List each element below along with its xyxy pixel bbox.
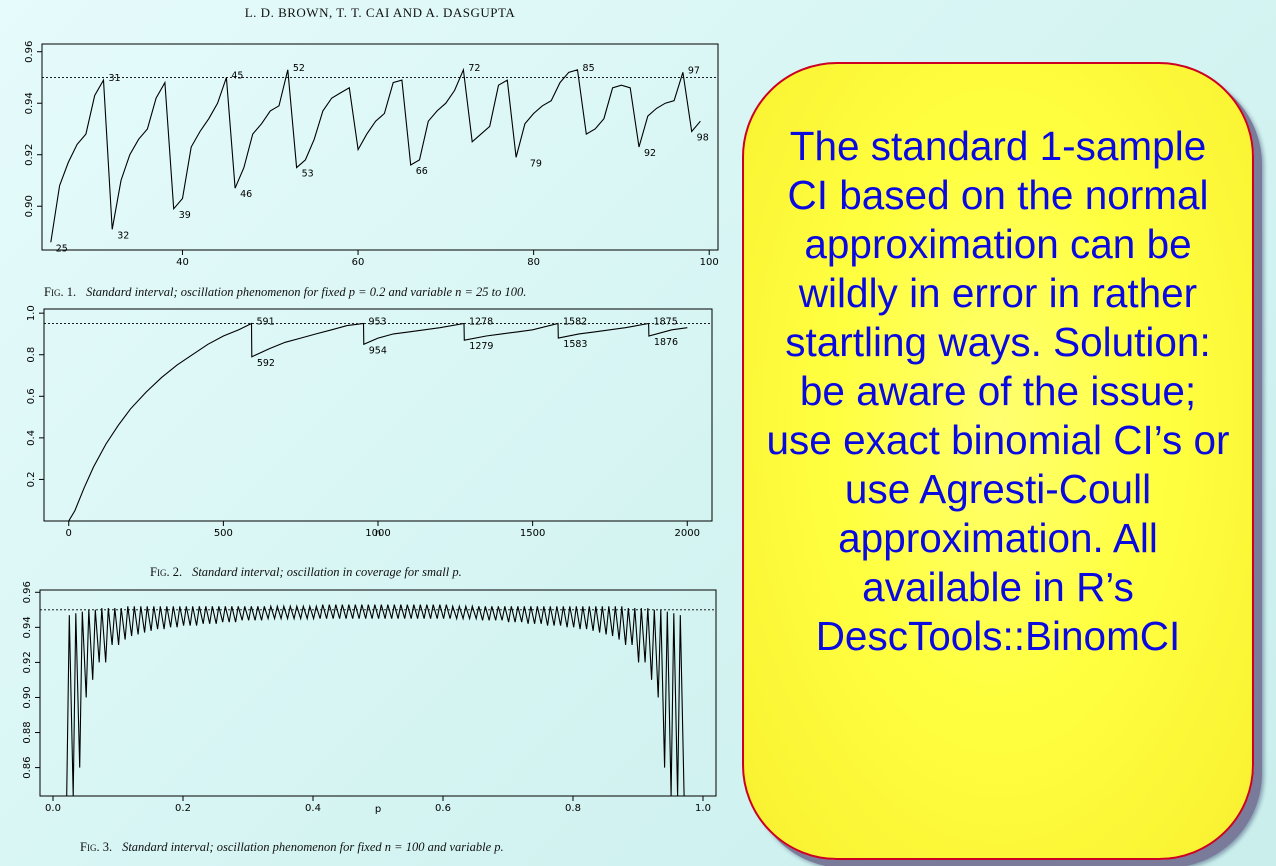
fig1-point-label: 85	[583, 63, 595, 74]
fig3-xtick-label: 0.2	[175, 803, 191, 814]
fig2-point-label: 1583	[563, 339, 587, 350]
fig1-xtick-label: 40	[176, 257, 189, 268]
fig1-point-label: 46	[240, 189, 252, 200]
figure-2: 0 500 1000 1500 2000 0.2 0.4 0.6 0.8 1.0 n 591 592 95…	[0, 0, 740, 560]
fig1-coverage-line	[50, 67, 701, 243]
fig3-ytick-label: 0.90	[22, 686, 33, 708]
fig2-xtick-label: 2000	[675, 528, 700, 539]
fig2-xlabel: n	[375, 528, 381, 539]
fig1-point-label: 79	[530, 158, 542, 169]
fig3-xlabel: p	[375, 804, 381, 815]
fig2-point-label: 953	[368, 317, 386, 328]
fig3-coverage-line	[60, 604, 692, 796]
fig3-ytick-label: 0.94	[22, 616, 33, 638]
figure-2-caption-label: Fig. 2.	[150, 565, 183, 579]
fig2-point-label: 954	[369, 345, 387, 356]
fig2-point-label: 1876	[654, 337, 678, 348]
fig2-point-label: 1278	[469, 317, 493, 328]
figure-3: 0.0 0.2 0.4 0.6 0.8 1.0 0.86 0.88 0.90 0.92 0.94 0.…	[22, 581, 717, 815]
fig1-point-label: 45	[231, 70, 243, 81]
figure-3-caption-label: Fig. 3.	[80, 840, 113, 854]
fig2-xtick-label: 1000	[365, 528, 390, 539]
fig3-plot-frame	[39, 589, 717, 797]
fig2-point-label: 1875	[654, 317, 678, 328]
fig3-xtick-label: 0.6	[435, 803, 451, 814]
fig2-xtick-label: 0	[66, 528, 72, 539]
fig2-coverage-line	[68, 322, 688, 521]
fig3-xtick-label: 0.0	[45, 803, 61, 814]
fig1-point-label: 39	[179, 210, 191, 221]
fig3-xtick-label: 0.8	[565, 803, 581, 814]
fig2-point-label: 1582	[563, 317, 587, 328]
fig1-xtick-label: 100	[700, 257, 719, 268]
fig2-point-label: 1279	[469, 341, 493, 352]
fig2-xtick-label: 1500	[520, 528, 545, 539]
fig2-xtick-label: 500	[214, 528, 233, 539]
fig1-ytick-label: 0.96	[24, 41, 35, 63]
fig1-ytick-label: 0.94	[24, 92, 35, 114]
fig1-plot-frame	[41, 43, 719, 251]
fig1-point-label: 66	[416, 166, 428, 177]
fig1-point-label: 32	[117, 230, 129, 241]
fig1-xtick-label: 80	[527, 257, 540, 268]
fig3-xtick-label: 0.4	[305, 803, 321, 814]
figure-3-caption-text: Standard interval; oscillation phenomeno…	[122, 840, 504, 854]
fig1-point-label: 53	[302, 169, 314, 180]
fig1-point-label: 31	[108, 73, 120, 84]
fig3-ytick-label: 0.92	[22, 651, 33, 673]
fig2-point-label: 592	[257, 358, 275, 369]
fig1-ytick-label: 0.90	[24, 195, 35, 217]
fig3-ytick-label: 0.96	[22, 581, 33, 603]
fig1-point-label: 25	[56, 243, 68, 254]
figure-3-chart: 0.0 0.2 0.4 0.6 0.8 1.0 0.86 0.88 0.90 0.92 0.94 0.…	[22, 581, 717, 815]
figure-1-caption-text: Standard interval; oscillation phenomeno…	[86, 285, 527, 299]
callout-box: The standard 1-sample CI based on the no…	[742, 62, 1254, 860]
fig1-point-label: 97	[688, 65, 700, 76]
fig1-xtick-label: 60	[352, 257, 365, 268]
fig2-ytick-label: 1.0	[26, 305, 37, 321]
fig3-ytick-label: 0.86	[22, 756, 33, 778]
figure-1-caption-label: Fig. 1.	[44, 285, 77, 299]
callout-text: The standard 1-sample CI based on the no…	[766, 123, 1230, 659]
figure-2-chart: 0 500 1000 1500 2000 0.2 0.4 0.6 0.8 1.0 n 591 592 95…	[26, 305, 713, 539]
fig3-xtick-label: 1.0	[695, 803, 711, 814]
page-header: L. D. BROWN, T. T. CAI AND A. DASGUPTA	[244, 5, 516, 20]
fig2-ytick-label: 0.4	[26, 430, 37, 446]
fig1-point-label: 52	[293, 63, 305, 74]
figure-2-caption-text: Standard interval; oscillation in covera…	[192, 565, 462, 579]
fig1-point-label: 92	[644, 148, 656, 159]
fig2-ytick-label: 0.2	[26, 471, 37, 487]
fig2-ytick-label: 0.6	[26, 388, 37, 404]
figure-2-caption: Fig. 2. Standard interval; oscillation in…	[150, 565, 462, 580]
figure-1-caption: Fig. 1. Standard interval; oscillation ph…	[44, 285, 526, 300]
figure-3-caption: Fig. 3. Standard interval; oscillation ph…	[80, 840, 504, 855]
fig2-ytick-label: 0.8	[26, 347, 37, 363]
figure-1: 40 60 80 100 0.90 0.92 0.94 0.96 25 31 32 39 45 46 52 5…	[0, 0, 740, 300]
fig1-point-label: 98	[697, 133, 709, 144]
figure-1-chart: 40 60 80 100 0.90 0.92 0.94 0.96 25 31 32 39 45 46 52 5…	[24, 41, 719, 268]
fig3-ytick-label: 0.88	[22, 721, 33, 743]
fig1-point-label: 72	[468, 63, 480, 74]
fig1-ytick-label: 0.92	[24, 144, 35, 166]
fig2-point-label: 591	[257, 317, 275, 328]
